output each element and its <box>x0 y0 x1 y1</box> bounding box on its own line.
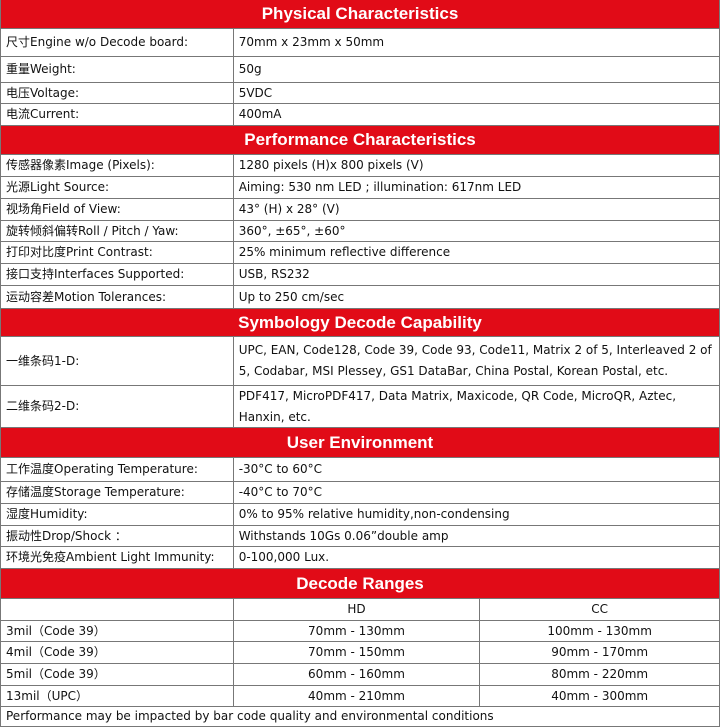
spec-row: 环境光免疫Ambient Light Immunity: 0-100,000 Lu… <box>0 547 720 569</box>
range-label: 13mil（UPC） <box>1 686 234 707</box>
spec-value: UPC, EAN, Code128, Code 39, Code 93, Cod… <box>233 337 720 386</box>
spec-row: 旋转倾斜偏转Roll / Pitch / Yaw: 360°, ±65°, ±60… <box>0 221 720 242</box>
spec-row: 尺寸Engine w/o Decode board: 70mm x 23mm x … <box>0 29 720 57</box>
range-row: 5mil（Code 39） 60mm - 160mm 80mm - 220mm <box>0 664 720 686</box>
column-header: CC <box>480 599 720 621</box>
spec-label: 视场角Field of View: <box>1 199 234 221</box>
range-value: 60mm - 160mm <box>233 664 481 686</box>
spec-row: 一维条码1-D: UPC, EAN, Code128, Code 39, Code… <box>0 337 720 386</box>
spec-value: 70mm x 23mm x 50mm <box>233 29 720 57</box>
spec-value: 43° (H) x 28° (V) <box>233 199 720 221</box>
spec-value: 0-100,000 Lux. <box>233 547 720 569</box>
spec-row: 传感器像素Image (Pixels): 1280 pixels (H)x 800… <box>0 155 720 177</box>
spec-label: 尺寸Engine w/o Decode board: <box>1 29 234 57</box>
range-label: 5mil（Code 39） <box>1 664 234 686</box>
spec-label: 二维条码2-D: <box>1 386 234 428</box>
spec-label: 环境光免疫Ambient Light Immunity: <box>1 547 234 569</box>
spec-label: 电压Voltage: <box>1 83 234 104</box>
spec-label: 振动性Drop/Shock ： <box>1 526 234 547</box>
range-row: 13mil（UPC） 40mm - 210mm 40mm - 300mm <box>0 686 720 707</box>
range-row: 4mil（Code 39） 70mm - 150mm 90mm - 170mm <box>0 642 720 664</box>
spec-label: 运动容差Motion Tolerances: <box>1 286 234 309</box>
section-header: Symbology Decode Capability <box>0 309 720 337</box>
spec-value: 0% to 95% relative humidity,non-condensi… <box>233 504 720 526</box>
range-value: 70mm - 130mm <box>233 621 481 642</box>
spec-row: 二维条码2-D: PDF417, MicroPDF417, Data Matrix… <box>0 386 720 428</box>
range-label: 4mil（Code 39） <box>1 642 234 664</box>
spec-row: 视场角Field of View: 43° (H) x 28° (V) <box>0 199 720 221</box>
spec-row: 接口支持Interfaces Supported: USB, RS232 <box>0 264 720 286</box>
footer-note: Performance may be impacted by bar code … <box>1 707 720 727</box>
empty-cell <box>1 599 234 621</box>
range-value: 40mm - 210mm <box>233 686 481 707</box>
spec-label: 打印对比度Print Contrast: <box>1 242 234 264</box>
section-header: Performance Characteristics <box>0 126 720 155</box>
section-header: User Environment <box>0 428 720 458</box>
range-value: 40mm - 300mm <box>480 686 720 707</box>
spec-value: 5VDC <box>233 83 720 104</box>
column-header-row: HD CC <box>0 599 720 621</box>
range-value: 70mm - 150mm <box>233 642 481 664</box>
spec-row: 运动容差Motion Tolerances: Up to 250 cm/sec <box>0 286 720 309</box>
spec-row: 重量Weight: 50g <box>0 57 720 83</box>
spec-label: 接口支持Interfaces Supported: <box>1 264 234 286</box>
spec-value: -30°C to 60°C <box>233 458 720 482</box>
spec-value: 400mA <box>233 104 720 126</box>
range-value: 80mm - 220mm <box>480 664 720 686</box>
spec-row: 电流Current: 400mA <box>0 104 720 126</box>
spec-value: 360°, ±65°, ±60° <box>233 221 720 242</box>
range-row: 3mil（Code 39） 70mm - 130mm 100mm - 130mm <box>0 621 720 642</box>
spec-label: 工作温度Operating Temperature: <box>1 458 234 482</box>
spec-label: 湿度Humidity: <box>1 504 234 526</box>
spec-label: 光源Light Source: <box>1 177 234 199</box>
spec-label: 一维条码1-D: <box>1 337 234 386</box>
spec-row: 湿度Humidity: 0% to 95% relative humidity,n… <box>0 504 720 526</box>
section-header: Physical Characteristics <box>0 0 720 29</box>
spec-row: 存储温度Storage Temperature: -40°C to 70°C <box>0 482 720 504</box>
spec-label: 传感器像素Image (Pixels): <box>1 155 234 177</box>
spec-label: 电流Current: <box>1 104 234 126</box>
spec-value: 25% minimum reflective difference <box>233 242 720 264</box>
spec-value: Aiming: 530 nm LED ; illumination: 617nm… <box>233 177 720 199</box>
spec-row: 电压Voltage: 5VDC <box>0 83 720 104</box>
spec-value: Withstands 10Gs 0.06”double amp <box>233 526 720 547</box>
spec-value: USB, RS232 <box>233 264 720 286</box>
spec-value: 50g <box>233 57 720 83</box>
spec-row: 工作温度Operating Temperature: -30°C to 60°C <box>0 458 720 482</box>
spec-label: 旋转倾斜偏转Roll / Pitch / Yaw: <box>1 221 234 242</box>
spec-value: -40°C to 70°C <box>233 482 720 504</box>
spec-row: 振动性Drop/Shock ： Withstands 10Gs 0.06”doub… <box>0 526 720 547</box>
spec-label: 重量Weight: <box>1 57 234 83</box>
section-header: Decode Ranges <box>0 569 720 599</box>
spec-label: 存储温度Storage Temperature: <box>1 482 234 504</box>
range-value: 100mm - 130mm <box>480 621 720 642</box>
spec-value: Up to 250 cm/sec <box>233 286 720 309</box>
spec-row: 打印对比度Print Contrast: 25% minimum reflecti… <box>0 242 720 264</box>
spec-row: 光源Light Source: Aiming: 530 nm LED ; illu… <box>0 177 720 199</box>
spec-value: PDF417, MicroPDF417, Data Matrix, Maxico… <box>233 386 720 428</box>
spec-value: 1280 pixels (H)x 800 pixels (V) <box>233 155 720 177</box>
column-header: HD <box>233 599 481 621</box>
range-value: 90mm - 170mm <box>480 642 720 664</box>
range-label: 3mil（Code 39） <box>1 621 234 642</box>
footer-row: Performance may be impacted by bar code … <box>0 707 720 727</box>
